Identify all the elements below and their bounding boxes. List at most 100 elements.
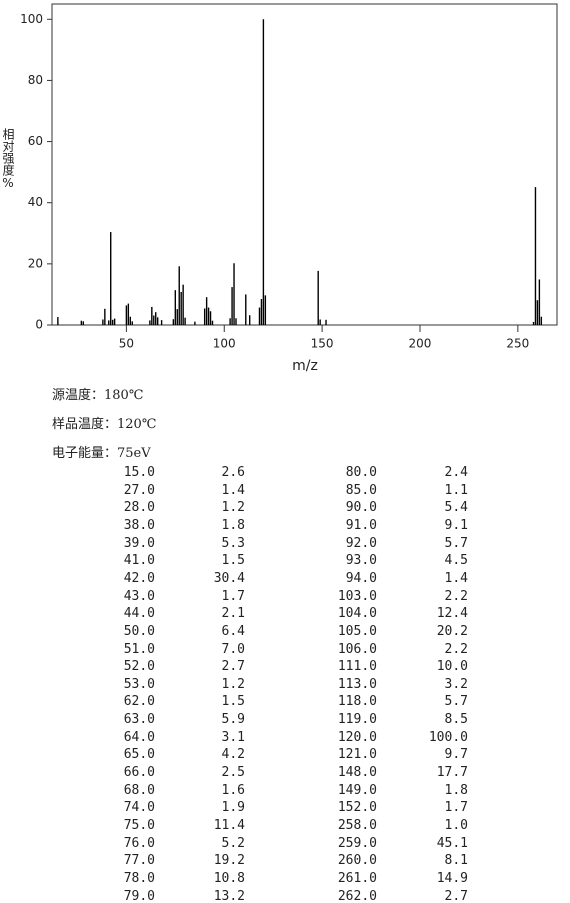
table-cell: 7.0: [221, 641, 245, 657]
table-cell: 15.0: [123, 465, 155, 480]
table-cell: 64.0: [123, 729, 155, 745]
table-cell: 93.0: [345, 553, 377, 569]
x-tick-label: 250: [506, 337, 529, 351]
table-cell: 100.0: [428, 729, 468, 745]
table-cell: 1.9: [221, 800, 245, 816]
table-cell: 120.0: [337, 729, 377, 745]
table-cell: 9.7: [444, 747, 468, 763]
table-cell: 19.2: [213, 853, 245, 869]
table-cell: 10.0: [436, 659, 468, 675]
table-cell: 119.0: [337, 712, 377, 728]
condition: 样品温度：120℃: [52, 417, 157, 432]
table-cell: 118.0: [337, 694, 377, 710]
table-cell: 74.0: [123, 800, 155, 816]
table-cell: 76.0: [123, 835, 155, 851]
table-cell: 53.0: [123, 676, 155, 692]
table-cell: 91.0: [345, 517, 377, 533]
y-tick-label: 40: [28, 195, 43, 209]
table-cell: 41.0: [123, 553, 155, 569]
condition: 源温度：180℃: [52, 388, 144, 403]
table-cell: 103.0: [337, 588, 377, 604]
table-cell: 50.0: [123, 623, 155, 639]
table-cell: 92.0: [345, 535, 377, 551]
table-cell: 261.0: [337, 870, 377, 886]
table-cell: 6.4: [221, 623, 245, 639]
table-cell: 105.0: [337, 623, 377, 639]
table-cell: 52.0: [123, 659, 155, 675]
y-tick-label: 100: [20, 12, 43, 26]
table-cell: 42.0: [123, 570, 155, 586]
table-cell: 14.9: [436, 870, 468, 886]
table-cell: 5.2: [221, 835, 245, 851]
table-cell: 17.7: [436, 765, 468, 781]
table-cell: 79.0: [123, 888, 155, 903]
table-cell: 80.0: [345, 465, 377, 480]
table-cell: 1.8: [221, 517, 245, 533]
table-cell: 4.2: [221, 747, 245, 763]
table-cell: 113.0: [337, 676, 377, 692]
table-cell: 8.5: [444, 712, 468, 728]
table-cell: 28.0: [123, 500, 155, 516]
table-cell: 1.2: [221, 676, 245, 692]
table-cell: 1.7: [444, 800, 468, 816]
y-tick-label: 0: [35, 318, 43, 332]
table-cell: 1.5: [221, 553, 245, 569]
table-cell: 27.0: [123, 482, 155, 498]
y-axis-label: 相对强度%: [1, 128, 15, 190]
table-cell: 65.0: [123, 747, 155, 763]
x-tick-label: 50: [119, 337, 134, 351]
table-cell: 2.5: [221, 765, 245, 781]
table-cell: 1.4: [444, 570, 468, 586]
table-cell: 258.0: [337, 818, 377, 833]
table-cell: 39.0: [123, 535, 155, 551]
table-cell: 44.0: [123, 606, 155, 622]
table-cell: 38.0: [123, 517, 155, 533]
x-axis-label: m/z: [292, 358, 318, 374]
table-cell: 68.0: [123, 782, 155, 798]
table-cell: 10.8: [213, 870, 245, 886]
table-cell: 66.0: [123, 765, 155, 781]
table-cell: 111.0: [337, 659, 377, 675]
x-tick-label: 100: [213, 337, 236, 351]
table-cell: 1.8: [444, 782, 468, 798]
table-cell: 5.9: [221, 712, 245, 728]
table-cell: 104.0: [337, 606, 377, 622]
table-cell: 4.5: [444, 553, 468, 569]
table-cell: 43.0: [123, 588, 155, 604]
table-cell: 2.7: [444, 888, 468, 903]
table-cell: 2.2: [444, 641, 468, 657]
table-cell: 148.0: [337, 765, 377, 781]
table-cell: 5.7: [444, 535, 468, 551]
table-cell: 12.4: [436, 606, 468, 622]
table-cell: 90.0: [345, 500, 377, 516]
table-cell: 2.4: [444, 465, 468, 480]
table-cell: 51.0: [123, 641, 155, 657]
table-cell: 3.2: [444, 676, 468, 692]
table-cell: 1.2: [221, 500, 245, 516]
chart: m/z 0 20 40 60 80 100 50 100 150 200 250: [20, 3, 558, 374]
condition: 电子能量：75eV: [52, 446, 151, 461]
x-tick-label: 200: [409, 337, 432, 351]
y-tick-label: 80: [28, 73, 43, 87]
table-cell: 121.0: [337, 747, 377, 763]
table-cell: 75.0: [123, 818, 155, 833]
table-cell: 2.7: [221, 659, 245, 675]
table-cell: 30.4: [213, 570, 245, 586]
table-cell: 9.1: [444, 517, 468, 533]
y-tick-label: 60: [28, 134, 43, 148]
table-cell: 63.0: [123, 712, 155, 728]
plot-frame: [51, 3, 558, 326]
table-cell: 78.0: [123, 870, 155, 886]
table-cell: 1.4: [221, 482, 245, 498]
table-cell: 2.6: [221, 465, 245, 480]
table-cell: 1.1: [444, 482, 468, 498]
table-cell: 94.0: [345, 570, 377, 586]
table-cell: 2.1: [221, 606, 245, 622]
x-tick-label: 150: [311, 337, 334, 351]
table-cell: 85.0: [345, 482, 377, 498]
table-cell: 1.6: [221, 782, 245, 798]
table-cell: 1.5: [221, 694, 245, 710]
table-cell: 8.1: [444, 853, 468, 869]
table-cell: 5.4: [444, 500, 468, 516]
